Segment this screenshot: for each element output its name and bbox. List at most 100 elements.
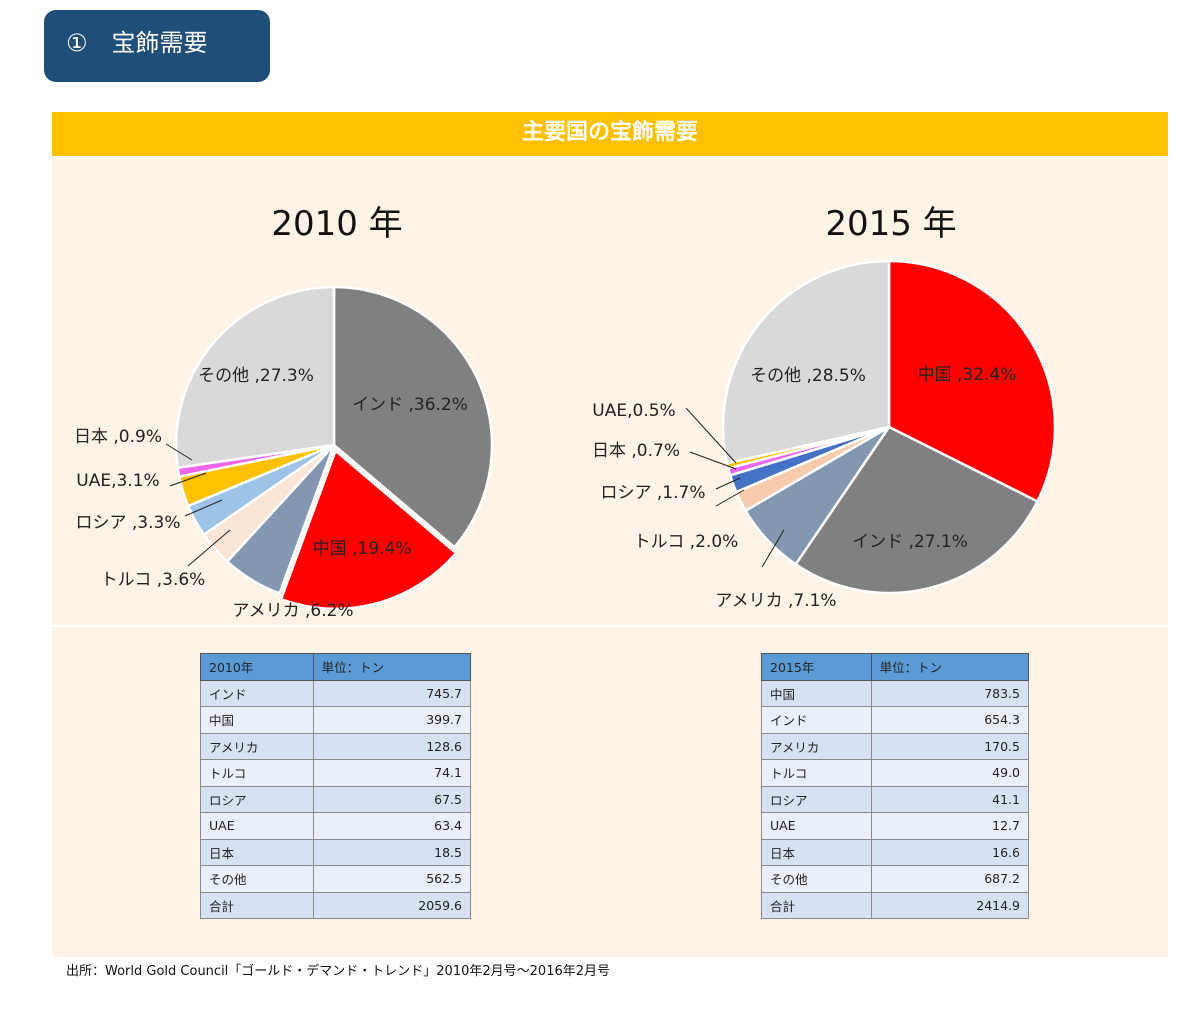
table-cell-country: UAE [200,812,314,840]
table-row: インド 745.7 [200,679,472,707]
table-2015-header-year: 2015年 [761,653,872,681]
table-row: インド 654.3 [761,706,1030,734]
leader-line-1-6 [685,407,737,464]
leader-line-1-3 [715,489,745,507]
data-label-1-1: インド ,27.1% [852,532,968,552]
table-row: 合計 2414.9 [761,891,1030,919]
table-row: トルコ 49.0 [761,759,1030,787]
banner-title: 主要国の宝飾需要 [52,112,1168,156]
leader-line-1-2 [761,529,785,568]
table-cell-value: 41.1 [870,785,1030,813]
data-label-1-7: その他 ,28.5% [750,366,866,386]
data-label-0-5: UAE,3.1% [76,471,159,491]
table-cell-value: 562.5 [312,865,472,893]
pie-slice-1-1 [793,425,1040,595]
table-cell-country: トルコ [761,759,872,787]
table-cell-value: 12.7 [870,812,1030,840]
table-cell-country: 合計 [761,891,872,919]
pie-chart-2010: インド ,36.2% 中国 ,19.4% アメリカ ,6.2% トルコ ,3.6% ロシ… [74,285,494,621]
table-row: 中国 783.5 [761,679,1030,707]
data-label-0-0: インド ,36.2% [352,395,468,415]
table-row: ロシア 67.5 [200,785,472,813]
pie-slice-0-7 [174,285,336,470]
data-label-0-1: 中国 ,19.4% [313,539,412,559]
table-row: 合計 2059.6 [200,891,472,919]
table-cell-country: ロシア [761,785,872,813]
data-label-1-2: アメリカ ,7.1% [715,591,836,611]
table-row: アメリカ 128.6 [200,732,472,760]
table-cell-country: 日本 [761,838,872,866]
section-number: ① [66,29,88,57]
table-cell-value: 399.7 [312,706,472,734]
leader-line-0-3 [187,529,231,567]
section-badge: ① 宝飾需要 [44,10,270,82]
table-2010: 2010年 単位：トン インド 745.7 中国 399.7 アメリカ 128.6 トルコ 7… [200,653,472,919]
table-2015-header-unit: 単位：トン [870,653,1030,681]
table-cell-value: 687.2 [870,865,1030,893]
data-label-0-4: ロシア ,3.3% [76,513,181,533]
table-row: トルコ 74.1 [200,759,472,787]
table-cell-value: 2059.6 [312,891,472,919]
pie-slice-0-1 [279,448,458,610]
table-cell-country: トルコ [200,759,314,787]
table-cell-value: 170.5 [870,732,1030,760]
data-label-1-5: 日本 ,0.7% [592,441,680,461]
data-label-1-3: トルコ ,2.0% [634,532,739,552]
table-cell-country: インド [200,679,314,707]
table-cell-value: 783.5 [870,679,1030,707]
table-row: UAE 12.7 [761,812,1030,840]
table-cell-country: アメリカ [761,732,872,760]
table-cell-country: アメリカ [200,732,314,760]
table-cell-value: 18.5 [312,838,472,866]
data-label-1-6: UAE,0.5% [592,401,675,421]
data-label-0-6: 日本 ,0.9% [74,427,162,447]
table-cell-country: ロシア [200,785,314,813]
table-cell-country: 中国 [200,706,314,734]
table-row: その他 562.5 [200,865,472,893]
table-row: その他 687.2 [761,865,1030,893]
table-cell-value: 16.6 [870,838,1030,866]
table-row: アメリカ 170.5 [761,732,1030,760]
leader-line-1-4 [715,477,741,490]
table-2010-header-unit: 単位：トン [312,653,472,681]
table-cell-value: 745.7 [312,679,472,707]
table-cell-country: 合計 [200,891,314,919]
data-label-1-0: 中国 ,32.4% [918,365,1017,385]
pie-slice-0-0 [332,285,494,549]
table-row: ロシア 41.1 [761,785,1030,813]
table-cell-value: 128.6 [312,732,472,760]
data-label-1-4: ロシア ,1.7% [601,483,706,503]
table-cell-country: その他 [761,865,872,893]
table-cell-country: UAE [761,812,872,840]
pie-chart-2015: 中国 ,32.4% インド ,27.1% アメリカ ,7.1% トルコ ,2.0% ロシ… [592,259,1057,611]
table-2010-header-year: 2010年 [200,653,314,681]
table-2015: 2015年 単位：トン 中国 783.5 インド 654.3 アメリカ 170.5 トルコ 4… [761,653,1030,919]
leader-line-1-5 [689,451,737,470]
leader-line-0-6 [165,443,193,461]
pie-slice-1-7 [721,259,891,465]
table-row: 中国 399.7 [200,706,472,734]
chart-title-2015: 2015 年 [825,204,957,244]
section-label: 宝飾需要 [111,29,208,57]
data-label-0-3: トルコ ,3.6% [101,570,206,590]
table-row: UAE 63.4 [200,812,472,840]
table-cell-country: 中国 [761,679,872,707]
table-cell-value: 67.5 [312,785,472,813]
table-cell-value: 49.0 [870,759,1030,787]
source-note: 出所：World Gold Council「ゴールド・デマンド・トレンド」201… [66,964,611,979]
data-label-0-2: アメリカ ,6.2% [232,601,353,621]
table-cell-value: 74.1 [312,759,472,787]
table-cell-value: 63.4 [312,812,472,840]
table-row: 日本 18.5 [200,838,472,866]
table-cell-country: その他 [200,865,314,893]
table-row: 日本 16.6 [761,838,1030,866]
table-cell-country: 日本 [200,838,314,866]
data-label-0-7: その他 ,27.3% [198,366,314,386]
table-cell-value: 654.3 [870,706,1030,734]
table-cell-country: インド [761,706,872,734]
leader-line-0-4 [184,499,223,517]
chart-title-2010: 2010 年 [271,204,403,244]
leader-line-0-5 [169,472,207,487]
pie-slice-1-0 [887,259,1057,504]
